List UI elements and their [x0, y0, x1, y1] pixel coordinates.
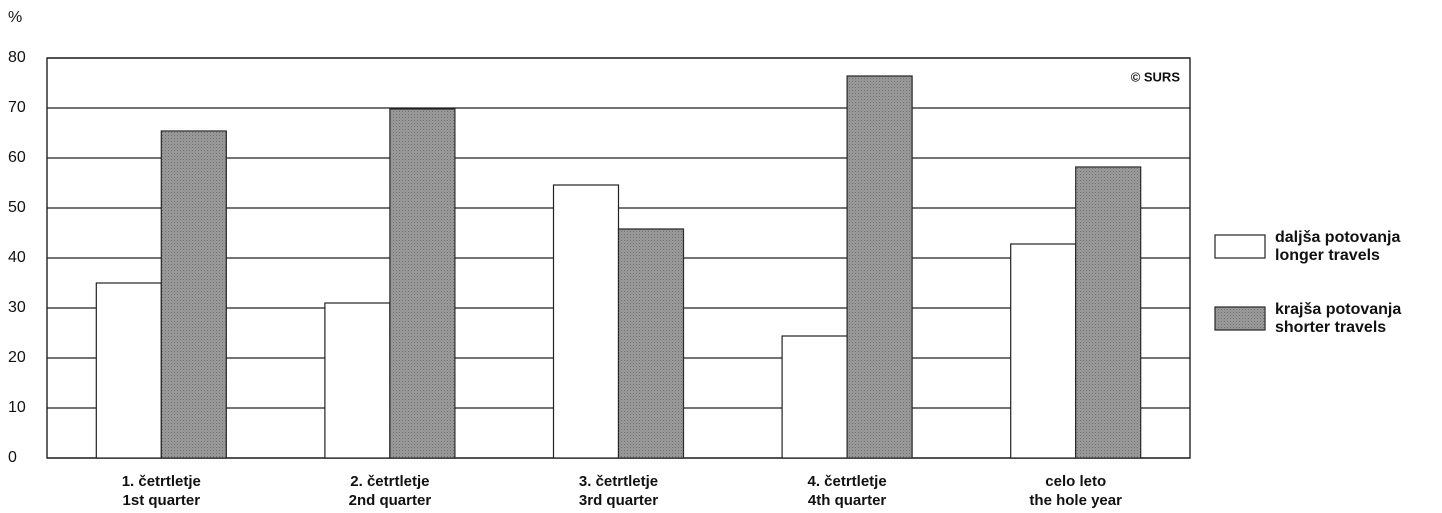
- x-tick-label: 2nd quarter: [349, 492, 432, 509]
- y-tick-label: 30: [8, 299, 26, 316]
- annotation: © SURS: [1131, 69, 1181, 84]
- bar: [1010, 243, 1077, 459]
- legend-label: krajša potovanja: [1275, 301, 1401, 318]
- y-tick-label: 60: [8, 149, 26, 166]
- x-tick-label: 4. četrtletje: [807, 473, 886, 490]
- y-tick-label: 80: [8, 49, 26, 66]
- bar-texture: [618, 229, 684, 458]
- bar: [781, 335, 848, 459]
- bar-texture: [389, 109, 455, 458]
- bar: [324, 302, 391, 459]
- x-tick-label: 3. četrtletje: [579, 473, 658, 490]
- y-tick-label: 20: [8, 349, 26, 366]
- y-tick-label: 70: [8, 99, 26, 116]
- legend-label: longer travels: [1275, 247, 1380, 264]
- y-unit: %: [8, 9, 22, 26]
- bar-texture: [847, 76, 913, 458]
- x-tick-label: the hole year: [1029, 492, 1122, 509]
- y-tick-label: 0: [8, 449, 17, 466]
- x-tick-label: 2. četrtletje: [350, 473, 429, 490]
- x-tick-label: celo leto: [1045, 473, 1106, 490]
- x-tick-label: 1. četrtletje: [122, 473, 201, 490]
- y-tick-label: 50: [8, 199, 26, 216]
- x-tick-label: 3rd quarter: [579, 492, 658, 509]
- legend-label: shorter travels: [1275, 319, 1386, 336]
- x-tick-label: 1st quarter: [123, 492, 201, 509]
- bar-texture: [161, 131, 227, 458]
- legend-label: daljša potovanja: [1275, 229, 1400, 246]
- legend-swatch: [1214, 234, 1266, 259]
- bar: [95, 282, 162, 459]
- bar-texture: [1075, 167, 1141, 458]
- bar: [552, 184, 620, 459]
- x-tick-label: 4th quarter: [808, 492, 887, 509]
- y-tick-label: 10: [8, 399, 26, 416]
- y-tick-label: 40: [8, 249, 26, 266]
- legend-texture: [1215, 307, 1265, 330]
